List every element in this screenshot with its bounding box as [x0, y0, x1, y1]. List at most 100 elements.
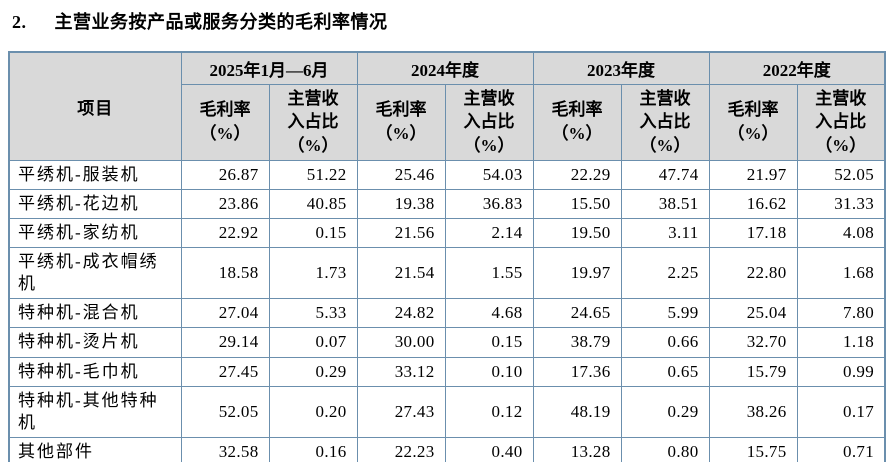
value-cell: 5.99: [620, 298, 710, 329]
value-cell: 25.04: [708, 298, 798, 329]
value-cell: 15.79: [708, 356, 798, 387]
value-cell: 1.55: [444, 247, 534, 300]
value-cell: 17.36: [532, 356, 622, 387]
item-cell: 特种机-烫片机: [8, 327, 182, 358]
value-cell: 29.14: [180, 327, 270, 358]
value-cell: 15.50: [532, 188, 622, 220]
table-row: 其他部件 32.58 0.16 22.23 0.40 13.28 0.80 15.75 0.71: [8, 436, 886, 462]
col-header-revenue-share-2022: 主营收入占比（%）: [796, 83, 886, 161]
value-cell: 25.46: [356, 159, 446, 190]
value-cell: 36.83: [444, 188, 534, 220]
value-cell: 40.85: [268, 188, 358, 220]
item-cell: 特种机-混合机: [8, 298, 182, 329]
value-cell: 13.28: [532, 436, 622, 462]
value-cell: 0.15: [268, 218, 358, 249]
value-cell: 19.97: [532, 247, 622, 300]
value-cell: 22.23: [356, 436, 446, 462]
value-cell: 0.40: [444, 436, 534, 462]
value-cell: 32.70: [708, 327, 798, 358]
col-header-period-2022: 2022年度: [708, 51, 886, 85]
value-cell: 0.12: [444, 385, 534, 438]
gross-margin-table: 项目 2025年1月—6月 2024年度 2023年度 2022年度 毛利率（%…: [8, 51, 886, 462]
table-row: 特种机-烫片机 29.14 0.07 30.00 0.15 38.79 0.66 32.70 1…: [8, 327, 886, 358]
value-cell: 0.29: [268, 356, 358, 387]
value-cell: 54.03: [444, 159, 534, 190]
table-header: 项目 2025年1月—6月 2024年度 2023年度 2022年度 毛利率（%…: [8, 51, 886, 161]
value-cell: 19.38: [356, 188, 446, 220]
value-cell: 52.05: [180, 385, 270, 438]
value-cell: 48.19: [532, 385, 622, 438]
value-cell: 15.75: [708, 436, 798, 462]
value-cell: 0.16: [268, 436, 358, 462]
value-cell: 38.26: [708, 385, 798, 438]
value-cell: 32.58: [180, 436, 270, 462]
col-header-gross-margin-2025h1: 毛利率（%）: [180, 83, 270, 161]
value-cell: 38.51: [620, 188, 710, 220]
value-cell: 26.87: [180, 159, 270, 190]
item-cell: 特种机-毛巾机: [8, 356, 182, 387]
value-cell: 21.97: [708, 159, 798, 190]
value-cell: 0.29: [620, 385, 710, 438]
value-cell: 47.74: [620, 159, 710, 190]
item-cell: 平绣机-服装机: [8, 159, 182, 190]
value-cell: 0.20: [268, 385, 358, 438]
value-cell: 21.54: [356, 247, 446, 300]
value-cell: 0.15: [444, 327, 534, 358]
value-cell: 5.33: [268, 298, 358, 329]
value-cell: 16.62: [708, 188, 798, 220]
col-header-revenue-share-2025h1: 主营收入占比（%）: [268, 83, 358, 161]
item-cell: 平绣机-家纺机: [8, 218, 182, 249]
value-cell: 1.68: [796, 247, 886, 300]
item-cell: 特种机-其他特种机: [8, 385, 182, 438]
value-cell: 0.65: [620, 356, 710, 387]
value-cell: 1.18: [796, 327, 886, 358]
value-cell: 27.04: [180, 298, 270, 329]
period-header-row: 项目 2025年1月—6月 2024年度 2023年度 2022年度: [8, 51, 886, 161]
value-cell: 22.29: [532, 159, 622, 190]
value-cell: 19.50: [532, 218, 622, 249]
value-cell: 22.92: [180, 218, 270, 249]
value-cell: 0.17: [796, 385, 886, 438]
value-cell: 0.07: [268, 327, 358, 358]
table-row: 平绣机-成衣帽绣机 18.58 1.73 21.54 1.55 19.97 2.25 22.8…: [8, 247, 886, 300]
value-cell: 27.43: [356, 385, 446, 438]
item-cell: 其他部件: [8, 436, 182, 462]
value-cell: 17.18: [708, 218, 798, 249]
col-header-gross-margin-2022: 毛利率（%）: [708, 83, 798, 161]
value-cell: 0.99: [796, 356, 886, 387]
col-header-gross-margin-2023: 毛利率（%）: [532, 83, 622, 161]
item-cell: 平绣机-成衣帽绣机: [8, 247, 182, 300]
value-cell: 4.08: [796, 218, 886, 249]
value-cell: 0.66: [620, 327, 710, 358]
value-cell: 24.82: [356, 298, 446, 329]
value-cell: 4.68: [444, 298, 534, 329]
value-cell: 3.11: [620, 218, 710, 249]
value-cell: 27.45: [180, 356, 270, 387]
value-cell: 31.33: [796, 188, 886, 220]
item-cell: 平绣机-花边机: [8, 188, 182, 220]
value-cell: 0.71: [796, 436, 886, 462]
value-cell: 30.00: [356, 327, 446, 358]
col-header-revenue-share-2024: 主营收入占比（%）: [444, 83, 534, 161]
section-number: 2.: [12, 12, 27, 32]
col-header-gross-margin-2024: 毛利率（%）: [356, 83, 446, 161]
value-cell: 38.79: [532, 327, 622, 358]
metric-header-row: 毛利率（%） 主营收入占比（%） 毛利率（%） 主营收入占比（%） 毛利率（%）…: [9, 83, 886, 161]
value-cell: 1.73: [268, 247, 358, 300]
col-header-period-2025h1: 2025年1月—6月: [180, 51, 358, 85]
section-title-text: 主营业务按产品或服务分类的毛利率情况: [54, 12, 388, 32]
value-cell: 22.80: [708, 247, 798, 300]
value-cell: 21.56: [356, 218, 446, 249]
table-row: 平绣机-家纺机 22.92 0.15 21.56 2.14 19.50 3.11 17.18 4…: [8, 218, 886, 249]
value-cell: 0.10: [444, 356, 534, 387]
value-cell: 18.58: [180, 247, 270, 300]
value-cell: 0.80: [620, 436, 710, 462]
col-header-revenue-share-2023: 主营收入占比（%）: [620, 83, 710, 161]
value-cell: 51.22: [268, 159, 358, 190]
table-row: 特种机-混合机 27.04 5.33 24.82 4.68 24.65 5.99 25.04 7…: [8, 298, 886, 329]
value-cell: 52.05: [796, 159, 886, 190]
value-cell: 2.25: [620, 247, 710, 300]
table-row: 平绣机-服装机 26.87 51.22 25.46 54.03 22.29 47.74 21.…: [8, 159, 886, 190]
value-cell: 7.80: [796, 298, 886, 329]
